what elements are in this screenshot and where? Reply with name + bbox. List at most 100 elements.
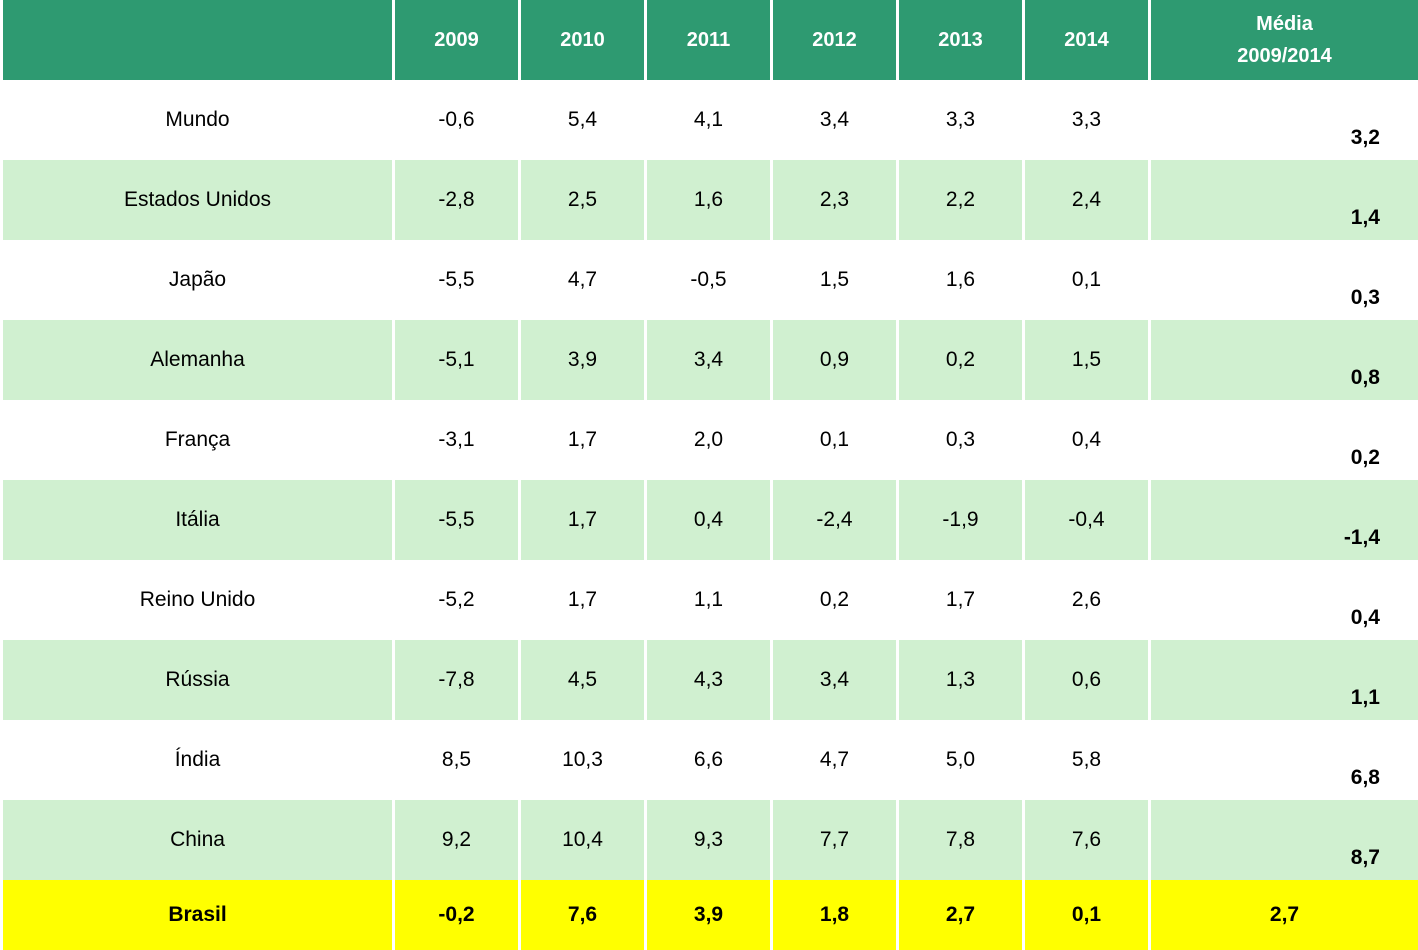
row-label: Brasil <box>2 880 394 950</box>
data-cell: -0,4 <box>1024 480 1150 560</box>
data-cell: 1,7 <box>898 560 1024 640</box>
col-header-2011: 2011 <box>646 0 772 80</box>
data-cell: 1,8 <box>772 880 898 950</box>
col-header-2012: 2012 <box>772 0 898 80</box>
data-cell: 0,9 <box>772 320 898 400</box>
data-cell: 2,2 <box>898 160 1024 240</box>
row-label: Reino Unido <box>2 560 394 640</box>
data-cell: 0,4 <box>1024 400 1150 480</box>
data-cell: -5,2 <box>394 560 520 640</box>
data-cell: 0,6 <box>1024 640 1150 720</box>
data-cell: 7,6 <box>520 880 646 950</box>
table-row: Itália-5,51,70,4-2,4-1,9-0,4-1,4 <box>2 480 1418 560</box>
col-header-2010: 2010 <box>520 0 646 80</box>
data-cell: 1,1 <box>646 560 772 640</box>
data-cell: 10,3 <box>520 720 646 800</box>
col-header-2009: 2009 <box>394 0 520 80</box>
table-row: Reino Unido-5,21,71,10,21,72,60,4 <box>2 560 1418 640</box>
data-cell: 0,4 <box>646 480 772 560</box>
table-container: 2009 2010 2011 2012 2013 2014 Média 2009… <box>0 0 1418 950</box>
avg-cell: 2,7 <box>1150 880 1418 950</box>
gdp-growth-table: 2009 2010 2011 2012 2013 2014 Média 2009… <box>0 0 1418 950</box>
table-row: Rússia-7,84,54,33,41,30,61,1 <box>2 640 1418 720</box>
data-cell: 4,3 <box>646 640 772 720</box>
data-cell: 8,5 <box>394 720 520 800</box>
avg-cell: 3,2 <box>1150 80 1418 160</box>
col-header-avg-line1: Média <box>1151 8 1418 40</box>
data-cell: 1,7 <box>520 560 646 640</box>
data-cell: -3,1 <box>394 400 520 480</box>
row-label: Estados Unidos <box>2 160 394 240</box>
col-header-blank <box>2 0 394 80</box>
avg-cell: -1,4 <box>1150 480 1418 560</box>
table-row: Japão-5,54,7-0,51,51,60,10,3 <box>2 240 1418 320</box>
data-cell: 0,2 <box>772 560 898 640</box>
data-cell: -1,9 <box>898 480 1024 560</box>
col-header-2014: 2014 <box>1024 0 1150 80</box>
row-label: França <box>2 400 394 480</box>
data-cell: 0,3 <box>898 400 1024 480</box>
data-cell: 3,9 <box>520 320 646 400</box>
col-header-avg-line2: 2009/2014 <box>1151 40 1418 72</box>
row-label: Itália <box>2 480 394 560</box>
data-cell: -5,5 <box>394 240 520 320</box>
data-cell: 5,0 <box>898 720 1024 800</box>
data-cell: 4,5 <box>520 640 646 720</box>
data-cell: 0,1 <box>772 400 898 480</box>
col-header-2013: 2013 <box>898 0 1024 80</box>
data-cell: 2,6 <box>1024 560 1150 640</box>
data-cell: 3,9 <box>646 880 772 950</box>
avg-cell: 6,8 <box>1150 720 1418 800</box>
data-cell: 1,5 <box>772 240 898 320</box>
table-body: Mundo-0,65,44,13,43,33,33,2Estados Unido… <box>2 80 1418 950</box>
data-cell: 3,4 <box>772 80 898 160</box>
avg-cell: 0,4 <box>1150 560 1418 640</box>
data-cell: 9,3 <box>646 800 772 880</box>
data-cell: 1,7 <box>520 400 646 480</box>
data-cell: 3,3 <box>898 80 1024 160</box>
data-cell: -0,2 <box>394 880 520 950</box>
data-cell: 1,6 <box>646 160 772 240</box>
data-cell: 0,2 <box>898 320 1024 400</box>
col-header-avg: Média 2009/2014 <box>1150 0 1418 80</box>
table-row: Estados Unidos-2,82,51,62,32,22,41,4 <box>2 160 1418 240</box>
data-cell: -7,8 <box>394 640 520 720</box>
data-cell: 3,4 <box>646 320 772 400</box>
data-cell: 4,1 <box>646 80 772 160</box>
data-cell: 5,8 <box>1024 720 1150 800</box>
avg-cell: 0,3 <box>1150 240 1418 320</box>
table-header-row: 2009 2010 2011 2012 2013 2014 Média 2009… <box>2 0 1418 80</box>
data-cell: 3,3 <box>1024 80 1150 160</box>
table-row: Alemanha-5,13,93,40,90,21,50,8 <box>2 320 1418 400</box>
data-cell: 1,6 <box>898 240 1024 320</box>
data-cell: 2,5 <box>520 160 646 240</box>
avg-cell: 0,2 <box>1150 400 1418 480</box>
table-row: Índia8,510,36,64,75,05,86,8 <box>2 720 1418 800</box>
data-cell: -2,8 <box>394 160 520 240</box>
table-row: França-3,11,72,00,10,30,40,2 <box>2 400 1418 480</box>
row-label: Rússia <box>2 640 394 720</box>
data-cell: 7,7 <box>772 800 898 880</box>
data-cell: 0,1 <box>1024 240 1150 320</box>
row-label: China <box>2 800 394 880</box>
data-cell: -5,5 <box>394 480 520 560</box>
row-label: Mundo <box>2 80 394 160</box>
data-cell: 3,4 <box>772 640 898 720</box>
data-cell: 2,4 <box>1024 160 1150 240</box>
avg-cell: 8,7 <box>1150 800 1418 880</box>
data-cell: 4,7 <box>772 720 898 800</box>
data-cell: 1,3 <box>898 640 1024 720</box>
table-row: China9,210,49,37,77,87,68,7 <box>2 800 1418 880</box>
row-label: Japão <box>2 240 394 320</box>
data-cell: 2,0 <box>646 400 772 480</box>
data-cell: 7,6 <box>1024 800 1150 880</box>
data-cell: 1,7 <box>520 480 646 560</box>
avg-cell: 1,1 <box>1150 640 1418 720</box>
data-cell: -0,5 <box>646 240 772 320</box>
row-label: Alemanha <box>2 320 394 400</box>
avg-cell: 0,8 <box>1150 320 1418 400</box>
data-cell: -0,6 <box>394 80 520 160</box>
data-cell: 2,7 <box>898 880 1024 950</box>
data-cell: 4,7 <box>520 240 646 320</box>
data-cell: -2,4 <box>772 480 898 560</box>
